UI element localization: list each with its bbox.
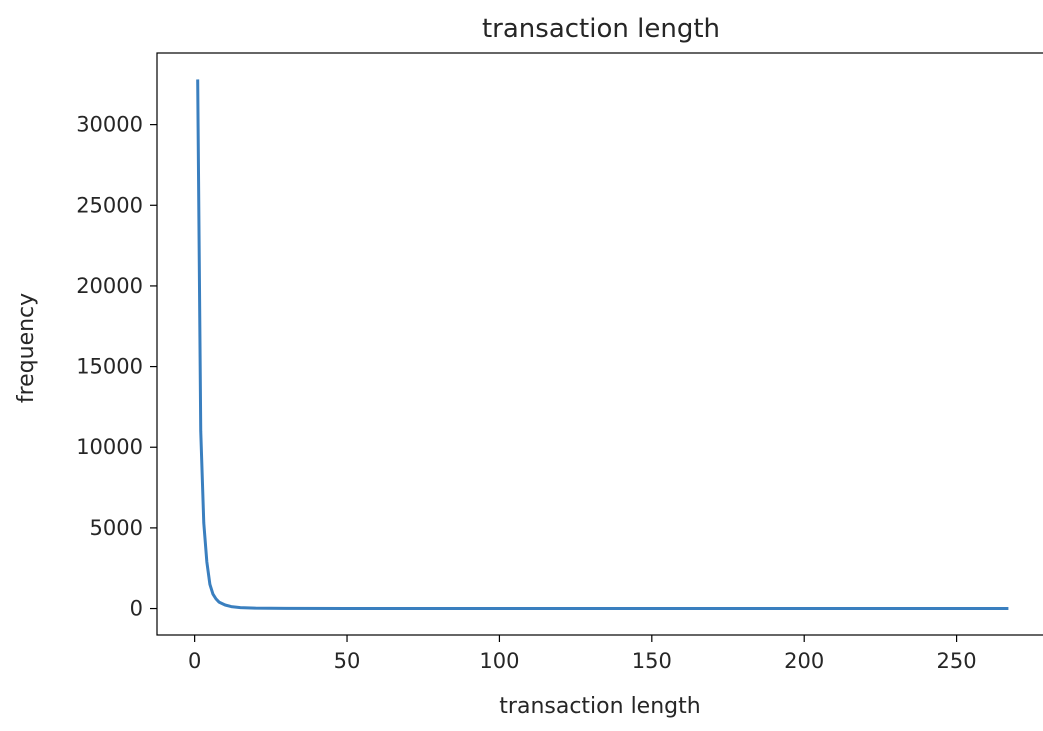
y-tick-label: 0: [130, 597, 143, 621]
series-layer: [196, 79, 1009, 611]
x-tick-label: 200: [784, 649, 824, 673]
ticks-layer: 0 50 100 150 200 250 0 5000 10000 15000 20000 25000…: [76, 113, 976, 673]
chart-title: transaction length: [482, 14, 720, 44]
y-tick-label: 30000: [76, 113, 143, 137]
x-axis-label: transaction length: [499, 694, 700, 719]
x-tick-label: 50: [334, 649, 361, 673]
series-line: [196, 79, 1009, 611]
plot-frame: [156, 52, 1043, 636]
y-tick-label: 20000: [76, 274, 143, 298]
y-tick-label: 10000: [76, 435, 143, 459]
x-tick-label: 100: [479, 649, 519, 673]
y-tick-label: 5000: [90, 516, 143, 540]
x-tick-label: 150: [632, 649, 672, 673]
y-tick-label: 15000: [76, 355, 143, 379]
x-tick-label: 0: [188, 649, 201, 673]
x-tick-label: 250: [937, 649, 977, 673]
y-axis-label: frequency: [14, 293, 39, 403]
y-tick-label: 25000: [76, 193, 143, 217]
